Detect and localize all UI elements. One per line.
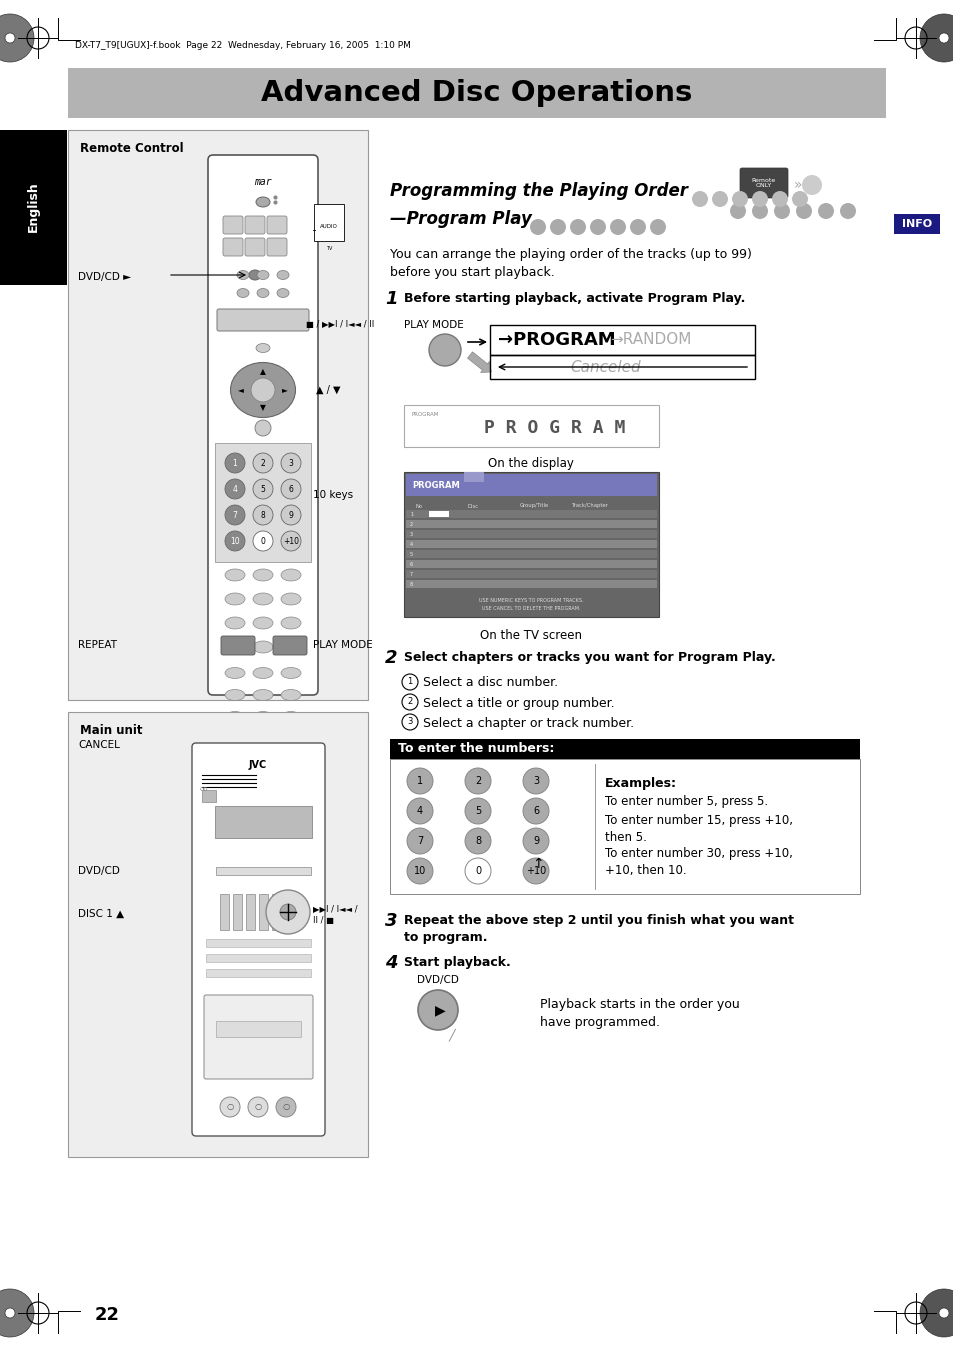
Ellipse shape xyxy=(281,689,301,701)
Circle shape xyxy=(609,219,625,235)
Text: P R O G R A M: P R O G R A M xyxy=(483,419,625,436)
FancyBboxPatch shape xyxy=(267,238,287,255)
Ellipse shape xyxy=(225,667,245,678)
Circle shape xyxy=(522,858,548,884)
Text: DISC 1 ▲: DISC 1 ▲ xyxy=(78,909,124,919)
Circle shape xyxy=(464,858,491,884)
Ellipse shape xyxy=(276,289,289,297)
Text: Canceled: Canceled xyxy=(569,359,640,374)
Text: JVC: JVC xyxy=(249,761,267,770)
Ellipse shape xyxy=(255,343,270,353)
Circle shape xyxy=(530,219,545,235)
Ellipse shape xyxy=(255,197,270,207)
Circle shape xyxy=(771,190,787,207)
Text: 7: 7 xyxy=(416,836,423,846)
Text: Select a disc number.: Select a disc number. xyxy=(422,677,558,689)
Text: ■ / ▶▶I / I◄◄ / II: ■ / ▶▶I / I◄◄ / II xyxy=(306,319,374,328)
FancyBboxPatch shape xyxy=(204,994,313,1079)
Bar xyxy=(406,561,657,567)
Text: Playback starts in the order you
have programmed.: Playback starts in the order you have pr… xyxy=(539,998,739,1029)
Circle shape xyxy=(840,203,855,219)
Text: +10: +10 xyxy=(283,536,298,546)
Text: 9: 9 xyxy=(288,511,294,520)
FancyBboxPatch shape xyxy=(208,155,317,694)
Bar xyxy=(406,474,657,496)
Ellipse shape xyxy=(253,617,273,630)
Text: mar: mar xyxy=(253,177,272,186)
Text: 4: 4 xyxy=(385,954,397,971)
Text: ◄: ◄ xyxy=(238,385,244,394)
Text: 2: 2 xyxy=(260,458,265,467)
Circle shape xyxy=(281,505,301,526)
Circle shape xyxy=(253,531,273,551)
Circle shape xyxy=(5,1308,15,1319)
Text: INFO: INFO xyxy=(901,219,931,230)
FancyBboxPatch shape xyxy=(223,238,243,255)
Text: Select chapters or tracks you want for Program Play.: Select chapters or tracks you want for P… xyxy=(403,651,775,663)
Text: To enter the numbers:: To enter the numbers: xyxy=(397,743,554,755)
Text: ▶▶I / I◄◄ /
II / ■: ▶▶I / I◄◄ / II / ■ xyxy=(313,904,357,925)
Circle shape xyxy=(253,505,273,526)
Circle shape xyxy=(919,1289,953,1337)
Circle shape xyxy=(919,14,953,62)
Bar xyxy=(406,550,657,558)
Bar xyxy=(490,326,754,355)
Bar xyxy=(406,580,657,588)
Text: ▶: ▶ xyxy=(435,1002,445,1017)
Bar xyxy=(429,511,449,517)
Text: Start playback.: Start playback. xyxy=(403,957,510,969)
Text: AUDIO: AUDIO xyxy=(319,223,337,228)
Circle shape xyxy=(649,219,665,235)
FancyBboxPatch shape xyxy=(206,969,311,977)
Circle shape xyxy=(751,190,767,207)
Text: 0: 0 xyxy=(260,536,265,546)
Circle shape xyxy=(0,14,34,62)
Text: 3: 3 xyxy=(385,912,397,929)
Ellipse shape xyxy=(281,640,301,653)
Circle shape xyxy=(417,990,457,1029)
Bar xyxy=(406,509,657,517)
Text: +10: +10 xyxy=(525,866,545,875)
Ellipse shape xyxy=(225,689,245,701)
Circle shape xyxy=(0,1289,34,1337)
Text: ▼: ▼ xyxy=(260,404,266,412)
Text: 5: 5 xyxy=(260,485,265,493)
Bar xyxy=(0,130,67,285)
Circle shape xyxy=(248,1097,268,1117)
Text: Programming the Playing Order: Programming the Playing Order xyxy=(390,182,687,200)
Ellipse shape xyxy=(253,689,273,701)
FancyBboxPatch shape xyxy=(267,216,287,234)
Ellipse shape xyxy=(225,593,245,605)
Circle shape xyxy=(522,767,548,794)
Text: To enter number 30, press +10,
+10, then 10.: To enter number 30, press +10, +10, then… xyxy=(604,847,792,877)
Circle shape xyxy=(731,190,747,207)
Ellipse shape xyxy=(256,289,269,297)
Text: TV: TV xyxy=(326,246,332,250)
Text: Examples:: Examples: xyxy=(604,777,677,790)
Text: 1: 1 xyxy=(233,458,237,467)
Text: 3: 3 xyxy=(533,775,538,786)
Circle shape xyxy=(522,798,548,824)
Text: 1: 1 xyxy=(407,677,413,686)
FancyBboxPatch shape xyxy=(192,743,325,1136)
Text: You can arrange the playing order of the tracks (up to 99)
before you start play: You can arrange the playing order of the… xyxy=(390,249,751,280)
Text: Main unit: Main unit xyxy=(80,724,142,736)
Ellipse shape xyxy=(253,640,273,653)
Text: »: » xyxy=(793,178,801,192)
Circle shape xyxy=(407,828,433,854)
Text: On the display: On the display xyxy=(488,457,574,470)
Circle shape xyxy=(938,32,948,43)
Text: —Program Play: —Program Play xyxy=(390,209,532,228)
Circle shape xyxy=(550,219,565,235)
Ellipse shape xyxy=(253,569,273,581)
Ellipse shape xyxy=(281,569,301,581)
Circle shape xyxy=(5,32,15,43)
Circle shape xyxy=(253,453,273,473)
Text: 1: 1 xyxy=(416,775,422,786)
FancyBboxPatch shape xyxy=(206,939,311,947)
Circle shape xyxy=(281,480,301,499)
Text: 3: 3 xyxy=(407,717,413,727)
Text: REPEAT: REPEAT xyxy=(78,640,117,650)
Bar xyxy=(490,355,754,380)
Text: Remote Control: Remote Control xyxy=(80,142,183,154)
